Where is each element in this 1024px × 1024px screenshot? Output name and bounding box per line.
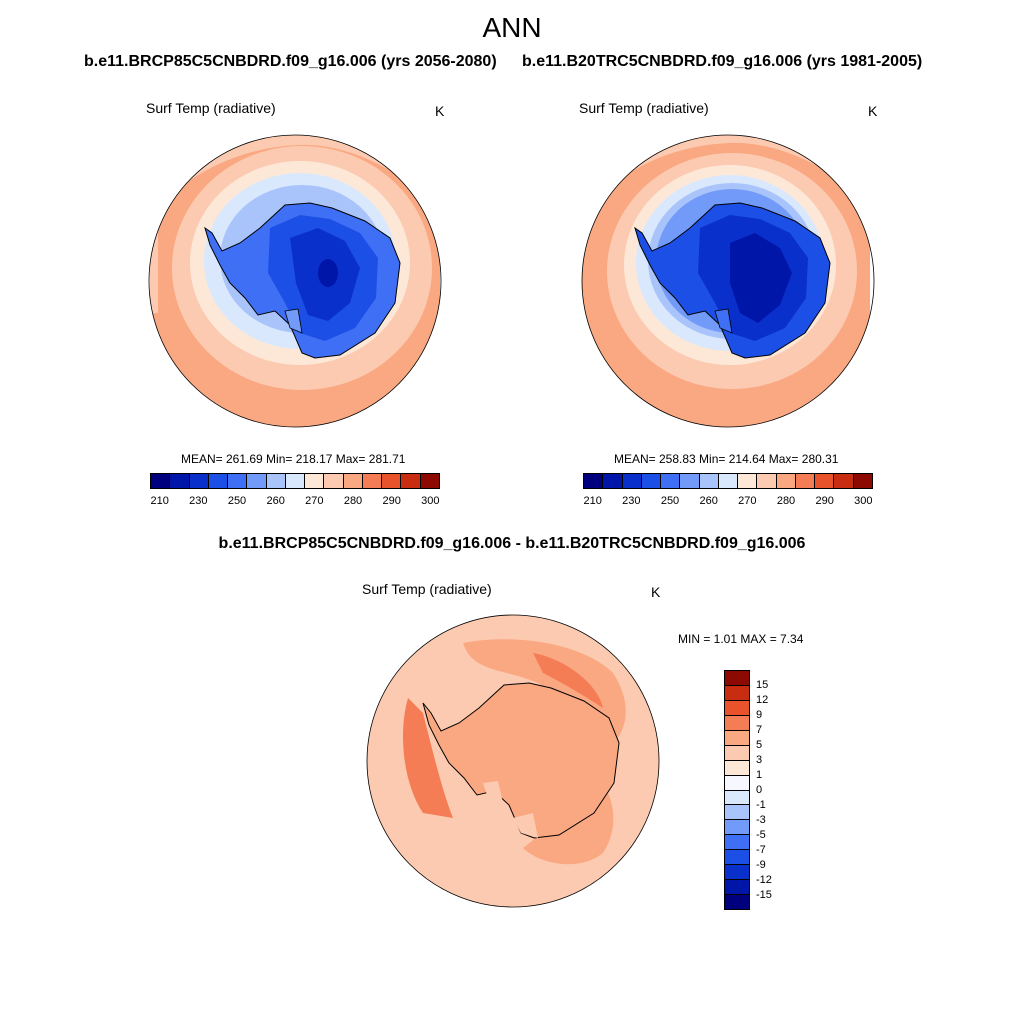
colorbar-tick-label: 210 bbox=[150, 495, 169, 507]
colorbar-tick-label: 9 bbox=[756, 709, 763, 721]
colorbar-tick-label: 270 bbox=[305, 495, 324, 507]
panel2-units-label: K bbox=[868, 103, 878, 119]
colorbar-tick-label: 210 bbox=[583, 495, 602, 507]
colorbar-swatch bbox=[725, 894, 749, 909]
colorbar-swatch bbox=[401, 474, 421, 488]
colorbar-panel1 bbox=[150, 473, 440, 489]
colorbar-swatch bbox=[725, 789, 749, 805]
panel3-units-label: K bbox=[651, 584, 661, 600]
colorbar-swatch bbox=[661, 474, 681, 488]
map-future-surface-temp bbox=[148, 134, 442, 428]
panel3-variable-label: Surf Temp (radiative) bbox=[362, 581, 492, 597]
colorbar-difference-ticks: -15 -12 -9 -7 -5 -3 -1 0 1 3 5 7 9 12 15 bbox=[756, 670, 796, 910]
colorbar-swatch bbox=[725, 834, 749, 850]
colorbar-swatch bbox=[725, 849, 749, 865]
case1-title: b.e11.BRCP85C5CNBDRD.f09_g16.006 (yrs 20… bbox=[84, 53, 497, 70]
colorbar-swatch bbox=[266, 474, 286, 488]
colorbar-tick-label: 0 bbox=[756, 784, 763, 796]
colorbar-swatch bbox=[208, 474, 229, 488]
colorbar-tick-label: 3 bbox=[756, 754, 763, 766]
colorbar-swatch bbox=[680, 474, 700, 488]
panel1-variable-label: Surf Temp (radiative) bbox=[146, 100, 276, 116]
panel1-stats: MEAN= 261.69 Min= 218.17 Max= 281.71 bbox=[181, 452, 406, 466]
difference-title: b.e11.BRCP85C5CNBDRD.f09_g16.006 - b.e11… bbox=[218, 535, 806, 552]
colorbar-swatch bbox=[725, 684, 749, 700]
colorbar-swatch bbox=[725, 804, 749, 820]
colorbar-swatch bbox=[189, 474, 209, 488]
colorbar-panel1-ticks: 210 230 250 260 270 280 290 300 bbox=[150, 495, 440, 509]
colorbar-tick-label: 1 bbox=[756, 769, 763, 781]
colorbar-tick-label: 260 bbox=[266, 495, 285, 507]
colorbar-tick-label: -15 bbox=[756, 889, 772, 901]
colorbar-tick-label: 290 bbox=[815, 495, 834, 507]
colorbar-swatch bbox=[247, 474, 267, 488]
colorbar-swatch bbox=[420, 474, 439, 488]
colorbar-swatch bbox=[603, 474, 623, 488]
colorbar-swatch bbox=[228, 474, 248, 488]
colorbar-tick-label: 230 bbox=[622, 495, 641, 507]
colorbar-swatch bbox=[725, 671, 749, 685]
colorbar-tick-label: -5 bbox=[756, 829, 766, 841]
colorbar-tick-label: 280 bbox=[343, 495, 363, 507]
colorbar-tick-label: 250 bbox=[227, 495, 247, 507]
colorbar-swatch bbox=[725, 729, 749, 745]
colorbar-tick-label: 260 bbox=[699, 495, 718, 507]
colorbar-swatch bbox=[725, 774, 749, 790]
colorbar-tick-label: -1 bbox=[756, 799, 766, 811]
colorbar-swatch bbox=[584, 474, 604, 488]
map-historical-surface-temp bbox=[581, 134, 875, 428]
colorbar-swatch bbox=[382, 474, 402, 488]
colorbar-swatch bbox=[641, 474, 662, 488]
colorbar-swatch bbox=[725, 759, 749, 775]
colorbar-swatch bbox=[725, 699, 749, 715]
colorbar-tick-label: 250 bbox=[660, 495, 680, 507]
colorbar-swatch bbox=[699, 474, 719, 488]
colorbar-swatch bbox=[795, 474, 816, 488]
colorbar-difference bbox=[724, 670, 750, 910]
panel1-units-label: K bbox=[435, 103, 445, 119]
case2-title: b.e11.B20TRC5CNBDRD.f09_g16.006 (yrs 198… bbox=[522, 53, 923, 70]
colorbar-tick-label: -3 bbox=[756, 814, 766, 826]
colorbar-tick-label: 280 bbox=[776, 495, 796, 507]
colorbar-panel2 bbox=[583, 473, 873, 489]
colorbar-swatch bbox=[285, 474, 306, 488]
colorbar-swatch bbox=[815, 474, 835, 488]
colorbar-tick-label: -9 bbox=[756, 859, 766, 871]
panel3-stats: MIN = 1.01 MAX = 7.34 bbox=[678, 632, 804, 646]
colorbar-tick-label: 5 bbox=[756, 739, 763, 751]
colorbar-swatch bbox=[725, 819, 749, 835]
map-difference-surface-temp bbox=[366, 614, 660, 908]
colorbar-tick-label: 270 bbox=[738, 495, 757, 507]
colorbar-swatch bbox=[622, 474, 642, 488]
colorbar-tick-label: -7 bbox=[756, 844, 766, 856]
colorbar-swatch bbox=[738, 474, 758, 488]
colorbar-swatch bbox=[853, 474, 872, 488]
main-title: ANN bbox=[482, 12, 542, 43]
colorbar-swatch bbox=[776, 474, 796, 488]
panel2-variable-label: Surf Temp (radiative) bbox=[579, 100, 709, 116]
colorbar-swatch bbox=[170, 474, 190, 488]
colorbar-tick-label: 300 bbox=[421, 495, 440, 507]
colorbar-tick-label: -12 bbox=[756, 874, 772, 886]
colorbar-swatch bbox=[725, 879, 749, 895]
colorbar-tick-label: 12 bbox=[756, 694, 769, 706]
colorbar-tick-label: 230 bbox=[189, 495, 208, 507]
colorbar-swatch bbox=[718, 474, 739, 488]
colorbar-tick-label: 300 bbox=[854, 495, 873, 507]
colorbar-swatch bbox=[151, 474, 171, 488]
colorbar-swatch bbox=[834, 474, 854, 488]
colorbar-swatch bbox=[725, 714, 749, 730]
colorbar-tick-label: 15 bbox=[756, 679, 769, 691]
colorbar-swatch bbox=[305, 474, 325, 488]
colorbar-tick-label: 7 bbox=[756, 724, 763, 736]
colorbar-swatch bbox=[725, 864, 749, 880]
colorbar-swatch bbox=[725, 744, 749, 760]
colorbar-panel2-ticks: 210 230 250 260 270 280 290 300 bbox=[583, 495, 873, 509]
colorbar-swatch bbox=[362, 474, 383, 488]
colorbar-swatch bbox=[324, 474, 344, 488]
colorbar-swatch bbox=[757, 474, 777, 488]
colorbar-tick-label: 290 bbox=[382, 495, 401, 507]
panel2-stats: MEAN= 258.83 Min= 214.64 Max= 280.31 bbox=[614, 452, 839, 466]
colorbar-swatch bbox=[343, 474, 363, 488]
